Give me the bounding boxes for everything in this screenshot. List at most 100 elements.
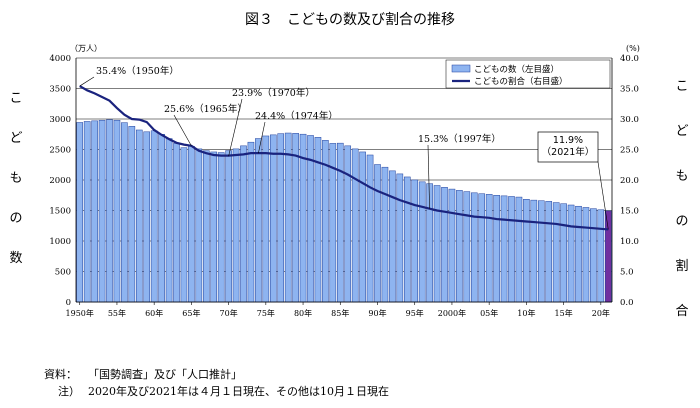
bar bbox=[91, 120, 98, 303]
bar bbox=[560, 203, 567, 303]
bar bbox=[128, 126, 136, 303]
bar bbox=[292, 133, 299, 303]
bar bbox=[500, 195, 508, 303]
bar bbox=[418, 181, 426, 303]
bar bbox=[366, 154, 374, 303]
annotation-label: 23.9%（1970年） bbox=[232, 87, 315, 99]
bar bbox=[284, 132, 292, 303]
x-tick-label: 95年 bbox=[406, 308, 424, 318]
annotation-leader bbox=[258, 121, 266, 154]
bar bbox=[158, 134, 165, 303]
right-axis-label-char: も bbox=[675, 169, 688, 184]
footnote-key: 注） bbox=[58, 385, 80, 398]
bar bbox=[240, 145, 247, 303]
x-tick-label: 20年 bbox=[592, 308, 610, 318]
x-tick-label: 70年 bbox=[220, 308, 238, 318]
bar bbox=[113, 119, 121, 303]
bar bbox=[202, 150, 210, 303]
source-note-text: 「国勢調査」及び「人口推計」 bbox=[88, 368, 242, 381]
right-tick-label: 40.0 bbox=[620, 54, 639, 64]
bar bbox=[143, 131, 151, 303]
bar bbox=[575, 205, 582, 303]
bar bbox=[180, 147, 188, 303]
bar bbox=[106, 119, 113, 303]
bar bbox=[225, 150, 232, 303]
source-notes: 資料： 「国勢調査」及び「人口推計」 注） 2020年及び2021年は４月１日現在、… bbox=[44, 366, 389, 400]
bar bbox=[83, 121, 91, 303]
bar bbox=[508, 196, 515, 303]
footnote-row: 注） 2020年及び2021年は４月１日現在、その他は10月１日現在 bbox=[44, 383, 389, 400]
annotation-box bbox=[537, 131, 599, 163]
left-tick-label: 500 bbox=[55, 268, 71, 278]
bar bbox=[195, 148, 203, 303]
bar bbox=[374, 164, 381, 303]
annotation-label: 25.6%（1965年） bbox=[164, 103, 247, 115]
x-tick-label: 85年 bbox=[331, 308, 349, 318]
x-tick-label: 60年 bbox=[145, 308, 163, 318]
left-tick-label: 4000 bbox=[49, 54, 71, 64]
left-axis-unit: （万人） bbox=[70, 44, 102, 53]
bar bbox=[463, 191, 471, 303]
x-tick-label: 10年 bbox=[517, 308, 535, 318]
annotation-label: 24.4%（1974年） bbox=[255, 110, 338, 122]
bar bbox=[188, 146, 195, 303]
bar bbox=[403, 176, 411, 303]
bar bbox=[232, 148, 240, 303]
bar bbox=[381, 166, 389, 303]
legend-line-label: こどもの割合（右目盛） bbox=[474, 76, 568, 87]
bar bbox=[121, 122, 128, 303]
bar bbox=[396, 173, 404, 303]
bar bbox=[530, 199, 538, 303]
annotation-leader bbox=[79, 76, 95, 87]
left-tick-label: 2000 bbox=[49, 176, 71, 186]
right-tick-label: 15.0 bbox=[620, 207, 639, 217]
bar bbox=[597, 209, 605, 303]
bar bbox=[389, 170, 396, 303]
left-tick-label: 2500 bbox=[49, 146, 71, 156]
bar bbox=[567, 204, 575, 303]
bar bbox=[247, 141, 255, 303]
right-tick-label: 0.0 bbox=[620, 298, 634, 308]
x-tick-label: 75年 bbox=[257, 308, 275, 318]
right-axis-label-char: 割 bbox=[675, 258, 688, 274]
annotation-leader bbox=[173, 114, 192, 146]
chart-title: 図３ こどもの数及び割合の推移 bbox=[245, 11, 455, 28]
right-axis-label-char: の bbox=[675, 214, 688, 229]
x-tick-label: 80年 bbox=[294, 308, 312, 318]
bar bbox=[344, 145, 352, 303]
left-axis-label-char: こ bbox=[9, 91, 22, 106]
bar bbox=[165, 138, 173, 303]
bar bbox=[262, 135, 270, 303]
bar bbox=[582, 207, 590, 303]
left-tick-label: 3500 bbox=[49, 85, 71, 95]
bar bbox=[478, 193, 486, 303]
right-axis-label-char: 合 bbox=[675, 304, 688, 319]
annotation-sublabel: （2021年） bbox=[542, 146, 595, 158]
x-tick-label: 65年 bbox=[182, 308, 200, 318]
bar bbox=[173, 143, 180, 303]
annotation-leader bbox=[228, 98, 243, 157]
bar bbox=[590, 208, 597, 303]
right-tick-label: 35.0 bbox=[620, 85, 639, 95]
right-tick-label: 10.0 bbox=[620, 237, 639, 247]
bar bbox=[98, 119, 106, 303]
bar bbox=[552, 202, 560, 303]
legend-bar-swatch bbox=[451, 64, 471, 73]
annotation-label: 15.3%（1997年） bbox=[418, 133, 501, 145]
x-tick-label: 05年 bbox=[480, 308, 498, 318]
bar bbox=[523, 199, 530, 303]
left-tick-label: 1500 bbox=[49, 207, 71, 217]
bar bbox=[336, 142, 344, 303]
x-tick-label: 2000年 bbox=[438, 308, 466, 318]
left-axis-label-char: 数 bbox=[9, 251, 22, 266]
left-axis-label-char: の bbox=[9, 211, 22, 226]
bar bbox=[537, 200, 545, 303]
x-tick-label: 55年 bbox=[108, 308, 126, 318]
bar bbox=[277, 133, 285, 303]
bar bbox=[351, 148, 359, 303]
x-tick-label: 1950年 bbox=[66, 308, 94, 318]
bar bbox=[470, 192, 478, 303]
left-axis-label-char: ど bbox=[9, 131, 22, 146]
right-tick-label: 25.0 bbox=[620, 146, 639, 156]
x-tick-label: 15年 bbox=[555, 308, 573, 318]
